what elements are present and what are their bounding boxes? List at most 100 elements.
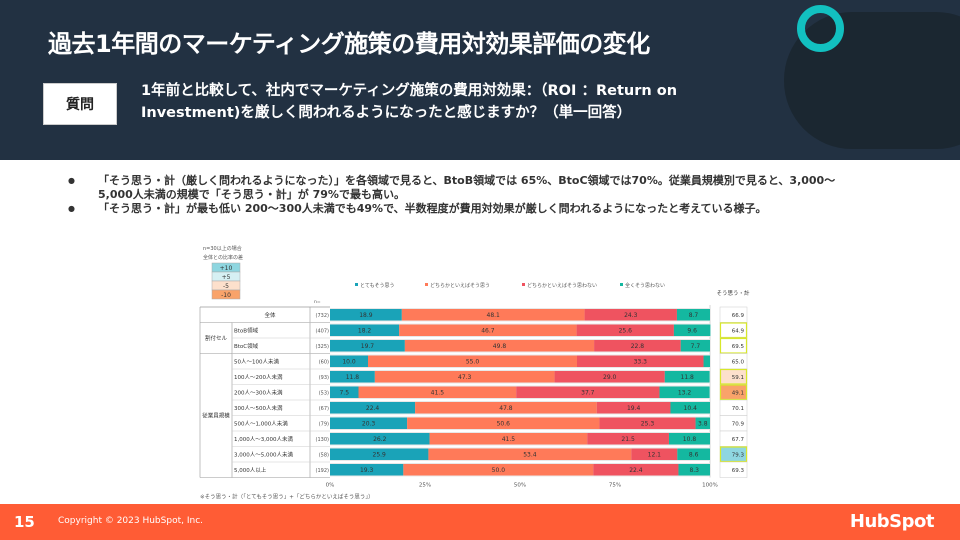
bar-segment (330, 464, 404, 476)
bar-segment (330, 402, 416, 414)
bar-value-label: 10.8 (683, 436, 697, 443)
bar-value-label: 7.5 (339, 389, 349, 396)
legend-swatch (425, 283, 428, 286)
bar-segment (680, 340, 710, 352)
bar-segment (587, 433, 669, 445)
bar-value-label: 19.7 (361, 343, 375, 350)
total-value: 49.1 (732, 390, 744, 396)
bar-segment (429, 433, 588, 445)
note-subtitle: 全体との比率の差 (203, 254, 243, 261)
bar-value-label: 19.4 (627, 405, 641, 412)
bar-segment (358, 386, 517, 398)
bar-segment (374, 371, 555, 383)
x-tick-label: 0% (326, 483, 335, 489)
bar-value-label: 41.5 (431, 389, 445, 396)
diff-legend-label: -10 (221, 292, 231, 299)
bar-value-label: 3.8 (698, 420, 708, 427)
bar-value-label: 10.0 (342, 358, 356, 365)
row-label: 50人～100人未満 (234, 357, 279, 365)
bar-segment (673, 324, 711, 336)
row-label: 3,000人～5,000人未満 (234, 450, 293, 458)
footnote: ※そう思う・計（「とてもそう思う」+「どちらかといえばそう思う」） (200, 493, 374, 501)
legend-label: どちらかといえばそう思わない (527, 282, 597, 289)
copyright: Copyright © 2023 HubSpot, Inc. (58, 516, 203, 526)
bar-segment (403, 464, 594, 476)
bar-value-label: 22.4 (629, 467, 643, 474)
bar-value-label: 22.4 (366, 405, 380, 412)
bar-segment (330, 340, 405, 352)
bar-value-label: 13.2 (678, 389, 692, 396)
bar-segment (576, 324, 674, 336)
bar-value-label: 25.9 (373, 451, 387, 458)
bar-segment (678, 464, 710, 476)
header: 過去1年間のマーケティング施策の費用対効果評価の変化 質問 1年前と比較して、社… (0, 0, 960, 160)
bar-value-label: 9.6 (687, 327, 697, 334)
bar-segment (676, 309, 710, 321)
bar-value-label: 11.8 (346, 374, 360, 381)
x-tick-label: 75% (609, 483, 621, 489)
bar-value-label: 53.4 (523, 451, 537, 458)
row-n: (60) (319, 359, 329, 365)
n-header: n= (314, 300, 321, 305)
bar-value-label: 25.6 (619, 327, 633, 334)
bar-segment (677, 448, 710, 460)
legend-swatch (522, 283, 525, 286)
bullet-item: 「そう思う・計（厳しく問われるようになった）」を各領域で見ると、BtoB領域では… (68, 174, 868, 202)
bar-value-label: 12.1 (648, 451, 662, 458)
row-n: (67) (319, 406, 329, 412)
legend-swatch (355, 283, 358, 286)
question-label: 質問 (43, 83, 117, 125)
row-label: 300人～500人未満 (234, 404, 283, 412)
bar-value-label: 22.8 (631, 343, 645, 350)
bar-segment (599, 417, 696, 429)
bar-value-label: 50.6 (497, 420, 511, 427)
page-number: 15 (14, 513, 35, 531)
bar-value-label: 18.9 (359, 312, 373, 319)
bar-segment (695, 417, 710, 429)
bar-segment (330, 417, 408, 429)
legend-label: とてもそう思う (360, 282, 395, 289)
highlight-border (719, 368, 748, 385)
bar-value-label: 19.3 (360, 467, 374, 474)
row-label: 100人～200人未満 (234, 373, 283, 381)
question-text: 1年前と比較して、社内でマーケティング施策の費用対効果：（ROI ：Return… (141, 83, 678, 121)
total-value: 66.9 (732, 313, 745, 319)
highlight-border (719, 446, 748, 463)
total-value: 69.3 (732, 468, 745, 474)
bar-value-label: 47.3 (458, 374, 472, 381)
total-value: 64.9 (732, 328, 745, 334)
bar-segment (330, 324, 400, 336)
bar-segment (330, 371, 375, 383)
row-n: (93) (319, 375, 329, 381)
x-tick-label: 50% (514, 483, 526, 489)
highlight-border (719, 322, 748, 339)
bar-segment (631, 448, 678, 460)
x-tick-label: 25% (419, 483, 431, 489)
bar-segment (594, 340, 681, 352)
row-n: (79) (319, 421, 329, 427)
row-n: (407) (316, 328, 329, 334)
legend-swatch (620, 283, 623, 286)
bar-segment (703, 355, 710, 367)
group-label: 従業員規模 (202, 412, 230, 420)
bar-segment (407, 417, 600, 429)
legend-label: 全くそう思わない (625, 282, 665, 289)
bar-value-label: 7.7 (691, 343, 701, 350)
bar-value-label: 29.0 (603, 374, 617, 381)
bar-value-label: 8.3 (689, 467, 699, 474)
row-label: 200人～300人未満 (234, 388, 283, 396)
total-value: 79.3 (732, 452, 745, 458)
bar-segment (664, 371, 710, 383)
footer: 15 Copyright © 2023 HubSpot, Inc. HubSpo… (0, 504, 960, 540)
bar-segment (659, 386, 710, 398)
bar-segment (330, 309, 402, 321)
bar-value-label: 18.2 (358, 327, 372, 334)
bar-value-label: 55.0 (466, 358, 480, 365)
bar-segment (399, 324, 577, 336)
row-n: (192) (316, 468, 329, 474)
total-value: 59.1 (732, 375, 744, 381)
bar-value-label: 46.7 (481, 327, 495, 334)
bar-value-label: 41.5 (502, 436, 516, 443)
bar-value-label: 47.8 (499, 405, 513, 412)
